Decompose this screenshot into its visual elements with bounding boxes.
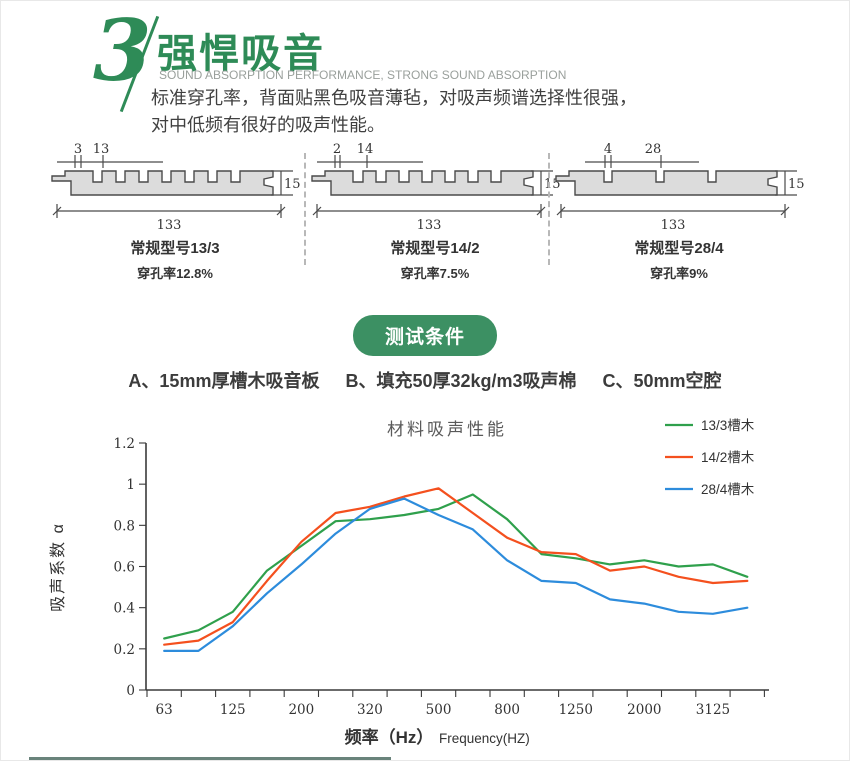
panel-profile [555,170,778,196]
width-dimension: 133 [312,204,546,233]
condition-a: A、15mm厚槽木吸音板 [128,371,320,391]
svg-text:133: 133 [417,218,442,233]
top-dimension: 4 28 [585,142,699,168]
top-dimension: 3 13 [57,142,163,168]
absorption-chart-svg: 材料吸声性能 0 0.2 0.4 0.6 0.8 1 1.2 63 125 200 320 500 800… [49,418,769,747]
svg-text:133: 133 [157,218,182,233]
svg-text:13: 13 [93,142,110,157]
panel-perforation-label: 穿孔率9% [650,266,708,281]
description: 标准穿孔率，背面贴黑色吸音薄毡，对吸声频谱选择性很强， 对中低频有很好的吸声性能… [151,85,637,139]
thickness-dimension: 15 [271,170,301,196]
legend-label: 13/3槽木 [701,418,755,433]
thickness-dimension: 15 [775,170,805,196]
svg-text:3: 3 [74,142,82,157]
svg-text:28: 28 [645,142,662,157]
panel-divider [304,153,306,265]
panel-diagram-28-4: 4 28 15 133 常规型号28/4 穿孔率9% [549,141,809,282]
footer-bar [29,757,391,760]
svg-text:63: 63 [156,702,173,718]
y-axis-title: 吸声系数 α [49,522,67,612]
svg-text:3125: 3125 [696,702,730,718]
panel-perforation-label: 穿孔率12.8% [137,266,213,281]
chart-title: 材料吸声性能 [387,420,507,439]
svg-text:800: 800 [494,702,520,718]
svg-text:0.2: 0.2 [114,642,135,658]
svg-text:500: 500 [426,702,452,718]
panel-diagram-14-2: 2 14 15 133 常规型号14/2 穿孔率7.5% [305,141,565,282]
svg-text:0.6: 0.6 [114,560,135,576]
legend-label: 28/4槽木 [701,482,755,497]
page-subtitle: SOUND ABSORPTION PERFORMANCE, STRONG SOU… [159,68,567,82]
x-axis-title-cn: 频率（Hz） [345,727,434,747]
svg-text:1: 1 [126,477,135,493]
svg-text:320: 320 [357,702,383,718]
svg-text:1250: 1250 [559,702,593,718]
panel-cross-section-28-4: 4 28 15 133 [555,142,805,233]
svg-text:2: 2 [333,142,341,157]
test-conditions-badge-row: 测试条件 [1,315,849,356]
width-dimension: 133 [556,204,790,233]
legend-label: 14/2槽木 [701,450,755,465]
panel-cross-section-13-3: 3 13 15 133 [51,142,301,233]
test-conditions-list: A、15mm厚槽木吸音板 B、填充50厚32kg/m3吸声棉 C、50mm空腔 [1,367,849,393]
description-line-2: 对中低频有很好的吸声性能。 [151,115,385,135]
condition-c: C、50mm空腔 [602,371,722,391]
svg-text:0.8: 0.8 [114,518,135,534]
series-line-13/3槽木 [163,493,749,640]
x-axis-title-en: Frequency(HZ) [439,731,530,746]
panel-model-label: 常规型号28/4 [634,240,724,257]
condition-b: B、填充50厚32kg/m3吸声棉 [345,371,577,391]
panel-profile [51,170,274,196]
svg-text:14: 14 [357,142,374,157]
width-dimension: 133 [52,204,286,233]
svg-text:125: 125 [220,702,246,718]
panel-divider [548,153,550,265]
svg-text:133: 133 [661,218,686,233]
svg-text:0.4: 0.4 [114,601,135,617]
panel-profile [311,170,534,196]
svg-text:0: 0 [126,683,135,699]
page-title: 强悍吸音 [157,32,325,76]
panel-model-label: 常规型号13/3 [130,240,220,257]
svg-text:15: 15 [788,177,805,192]
test-conditions-badge: 测试条件 [352,315,497,356]
svg-text:2000: 2000 [627,702,661,718]
description-line-1: 标准穿孔率，背面贴黑色吸音薄毡，对吸声频谱选择性很强， [151,88,637,108]
top-dimension: 2 14 [317,142,423,168]
x-axis-ticks: 63 125 200 320 500 800 1250 2000 3125 [146,690,765,718]
absorption-chart: 材料吸声性能 0 0.2 0.4 0.6 0.8 1 1.2 63 125 200 320 500 800… [1,405,849,760]
panel-diagram-13-3: 3 13 15 133 常规型号13/3 穿孔率12.8% [45,141,305,282]
series-line-14/2槽木 [163,487,749,646]
panel-perforation-label: 穿孔率7.5% [400,266,470,281]
svg-text:4: 4 [604,142,612,157]
series-line-28/4槽木 [163,497,749,652]
svg-text:200: 200 [288,702,314,718]
legend: 13/3槽木 14/2槽木 28/4槽木 [665,418,755,497]
y-axis-ticks: 0 0.2 0.4 0.6 0.8 1 1.2 [114,436,146,699]
svg-text:15: 15 [284,177,301,192]
svg-text:1.2: 1.2 [114,436,135,452]
panel-model-label: 常规型号14/2 [390,240,480,257]
